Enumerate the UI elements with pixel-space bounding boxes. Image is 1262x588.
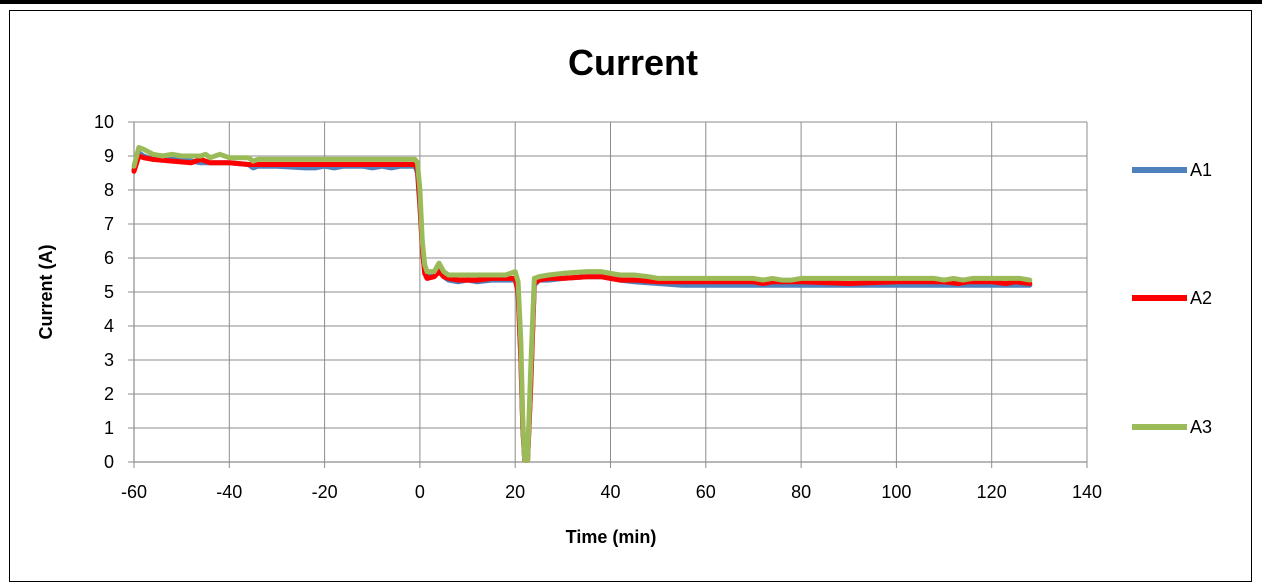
y-tick-label-7: 7: [104, 214, 114, 234]
series-line-a1: [131, 150, 1033, 463]
y-axis-ticks: 0 1 2 3 4 5 6 7 8 9 10: [94, 112, 114, 472]
chart-frame: [9, 10, 1252, 582]
legend-label-a2: A2: [1190, 288, 1212, 308]
legend-label-a3: A3: [1190, 417, 1212, 437]
y-tick-label-0: 0: [104, 452, 114, 472]
legend: A1 A2 A3: [1132, 160, 1212, 437]
x-axis-title: Time (min): [566, 527, 657, 547]
x-tick-label-5: 40: [600, 482, 620, 502]
y-tick-label-9: 9: [104, 146, 114, 166]
gridlines: [133, 121, 1088, 463]
x-tick-label-1: -40: [216, 482, 242, 502]
x-tick-label-0: -60: [121, 482, 147, 502]
y-tick-label-8: 8: [104, 180, 114, 200]
x-tick-label-7: 80: [791, 482, 811, 502]
y-tick-label-5: 5: [104, 282, 114, 302]
x-tick-label-6: 60: [696, 482, 716, 502]
y-tick-label-3: 3: [104, 350, 114, 370]
plot-area-border: [128, 121, 1088, 468]
x-tick-label-10: 140: [1072, 482, 1102, 502]
y-tick-label-2: 2: [104, 384, 114, 404]
x-tick-label-2: -20: [312, 482, 338, 502]
y-tick-label-6: 6: [104, 248, 114, 268]
x-axis-ticks: -60 -40 -20 0 20 40 60 80 100 120 140: [121, 482, 1102, 502]
y-tick-label-4: 4: [104, 316, 114, 336]
y-tick-label-10: 10: [94, 112, 114, 132]
y-tick-label-1: 1: [104, 418, 114, 438]
x-tick-label-3: 0: [415, 482, 425, 502]
x-tick-label-4: 20: [505, 482, 525, 502]
series-lines: [131, 145, 1033, 463]
series-line-a3: [131, 145, 1033, 463]
x-tick-label-9: 120: [977, 482, 1007, 502]
legend-label-a1: A1: [1190, 160, 1212, 180]
series-line-a2: [131, 153, 1033, 463]
x-tick-label-8: 100: [881, 482, 911, 502]
y-axis-title: Current (A): [36, 245, 56, 340]
top-rule: [0, 0, 1262, 4]
chart-title: Current: [568, 42, 698, 83]
